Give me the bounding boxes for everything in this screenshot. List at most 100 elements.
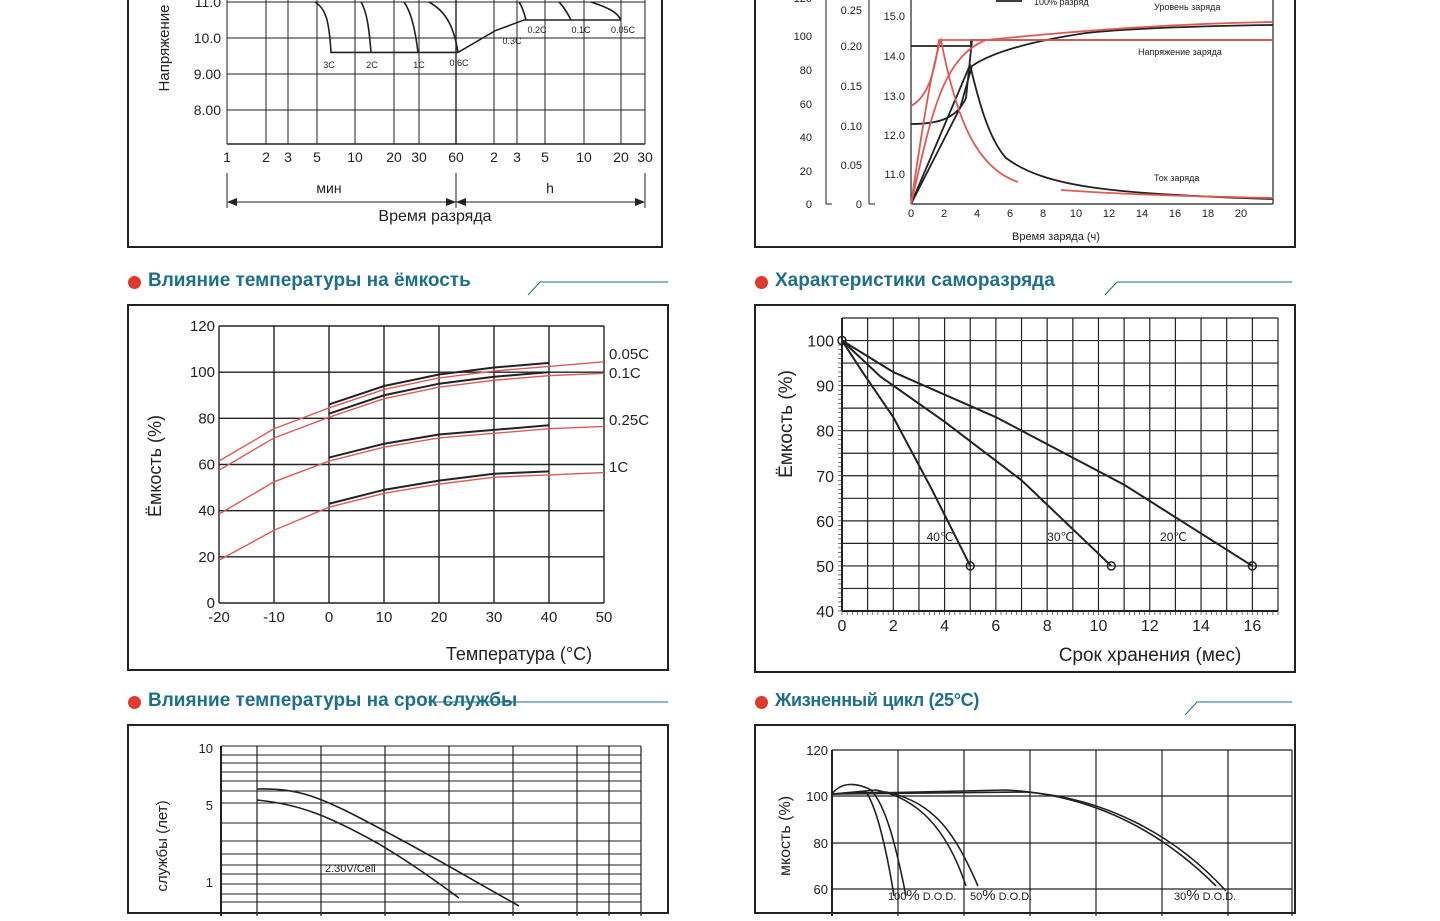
x-tick-label: 4 xyxy=(974,208,980,220)
arrow-head xyxy=(446,198,456,206)
series-line xyxy=(328,371,550,415)
legend-label: 100% разряд xyxy=(1034,0,1089,7)
y-tick-label: 60 xyxy=(814,882,828,897)
series-line xyxy=(328,470,550,505)
x-tick-label: 20 xyxy=(613,149,629,165)
x-tick-label: 10 xyxy=(347,149,363,165)
x-tick-label: 6 xyxy=(991,618,1000,635)
dod-unit: % xyxy=(906,887,919,904)
x-tick-label: 14 xyxy=(1192,618,1210,635)
y-axis-label: службы (лет) xyxy=(154,800,171,891)
x-tick-label: -10 xyxy=(263,609,285,626)
series-label: 1C xyxy=(413,60,425,70)
x-tick-label: 2 xyxy=(941,208,947,220)
x-tick-label: 8 xyxy=(1043,618,1052,635)
section-heading-self-discharge: Характеристики саморазряда xyxy=(755,270,1292,296)
bullet-dot xyxy=(128,276,141,289)
self-discharge-chart: 0 2 4 6 8 10 12 14 16 100 90 80 70 60 50 40 Ёмкость (%) С… xyxy=(776,317,1279,666)
y-tick-label: 12.0 xyxy=(884,130,905,142)
y-tick-label: 100 xyxy=(794,31,812,43)
x-tick-label: 6 xyxy=(1007,208,1013,220)
series-label: 40℃ xyxy=(927,530,954,544)
series-label: 3C xyxy=(323,60,335,70)
x-tick-label: 50 xyxy=(596,609,613,626)
series-line xyxy=(428,1,459,53)
cycle-curve xyxy=(831,789,967,887)
charge-chart-panel: 0 2 4 6 8 10 12 14 16 18 20 Время заряда (ч) 120 100 8… xyxy=(754,0,1296,248)
x-range-label: h xyxy=(546,180,554,196)
y-tick-label: 0.10 xyxy=(841,121,862,133)
y-tick-label: 120 xyxy=(806,743,828,758)
x-tick-label: 20 xyxy=(1235,208,1247,220)
annotation: Ток заряда xyxy=(1154,173,1199,183)
charge-level-red xyxy=(910,21,1274,205)
x-tick-label: 3 xyxy=(513,149,521,165)
discharge-chart-panel: 1 2 3 5 10 20 30 60 2 3 5 10 20 30 11.0 10.0 9.00 8.00 Нап… xyxy=(127,0,663,248)
series-line-red xyxy=(218,361,605,462)
y-tick-label: 0 xyxy=(806,199,812,211)
y-tick-label: 50 xyxy=(816,559,834,576)
series-line-red xyxy=(218,372,605,471)
arrow-head xyxy=(635,198,645,206)
cycle-life-chart: 120 100 80 60 мкость (%) 100% D.O.D. 50% D.O.D. 3… xyxy=(777,743,1293,916)
self-discharge-chart-panel: 0 2 4 6 8 10 12 14 16 100 90 80 70 60 50 40 Ёмкость (%) С… xyxy=(754,304,1296,673)
dod-text: D.O.D. xyxy=(999,891,1033,903)
x-tick-label: 10 xyxy=(376,609,393,626)
x-tick-label: 14 xyxy=(1136,208,1148,220)
y-axis-label: Ёмкость (%) xyxy=(776,370,797,478)
x-axis-label: Время заряда (ч) xyxy=(1012,231,1100,243)
y-tick-label: 120 xyxy=(190,318,215,335)
x-axis-label: Срок хранения (мес) xyxy=(1059,645,1242,666)
y-tick-label: 70 xyxy=(816,469,834,486)
x-tick-label: 3 xyxy=(284,149,292,165)
section-title: Характеристики саморазряда xyxy=(775,270,1055,291)
x-tick-label: 8 xyxy=(1040,208,1046,220)
series-line xyxy=(558,1,572,21)
y-tick-label: 15.0 xyxy=(884,11,905,23)
y-tick-label: 60 xyxy=(816,514,834,531)
series-line-red xyxy=(218,471,605,561)
cycle-curve xyxy=(831,791,895,897)
charge-current-red-tail xyxy=(1060,189,1274,199)
x-tick-label: 5 xyxy=(541,149,549,165)
charge-chart: 0 2 4 6 8 10 12 14 16 18 20 Время заряда (ч) 120 100 8… xyxy=(794,0,1274,243)
bullet-dot xyxy=(755,276,768,289)
y-tick-label: 0 xyxy=(856,199,862,211)
y-tick-label: 5 xyxy=(206,798,213,813)
y-tick-label: 14.0 xyxy=(884,51,905,63)
x-tick-label: 60 xyxy=(448,149,464,165)
discharge-chart: 1 2 3 5 10 20 30 60 2 3 5 10 20 3011.010.09.008.00Нап… xyxy=(156,0,653,225)
y-tick-label: 80 xyxy=(816,424,834,441)
cycle-curve xyxy=(831,791,1227,892)
x-tick-label: 18 xyxy=(1202,208,1214,220)
y-tick-label: 1 xyxy=(206,875,213,890)
series-label: 0.1C xyxy=(571,25,591,35)
series-line xyxy=(841,339,972,567)
temp-life-chart-panel: 10 5 1 службы (лет) 2.30V/Cell xyxy=(127,724,669,916)
series-line xyxy=(518,1,527,21)
dod-percent: 100 xyxy=(888,891,906,903)
dod-unit: % xyxy=(982,887,995,904)
y-tick-label: 11.0 xyxy=(195,0,221,10)
y-tick-label: 60 xyxy=(800,99,812,111)
x-tick-label: 30 xyxy=(637,149,653,165)
y-tick-label: 100 xyxy=(807,334,834,351)
y-tick-label: 40 xyxy=(800,132,812,144)
series-label: 0.6C xyxy=(449,58,469,68)
x-tick-label: 2 xyxy=(490,149,498,165)
series-label: 20℃ xyxy=(1160,530,1187,544)
cycle-curve xyxy=(831,783,907,897)
x-tick-label: 0 xyxy=(838,618,847,635)
series-label: 0.05C xyxy=(609,346,649,363)
section-heading-temp-life: Влияние температуры на срок службы xyxy=(128,690,668,714)
x-axis-label: Время разряда xyxy=(378,208,491,225)
x-tick-label: 10 xyxy=(1090,618,1108,635)
end-marker xyxy=(1106,561,1117,571)
series-line xyxy=(328,424,550,459)
x-tick-label: -20 xyxy=(208,609,230,626)
annotation: Напряжение заряда xyxy=(1138,47,1222,57)
series-line xyxy=(360,1,372,53)
section-title: Влияние температуры на ёмкость xyxy=(148,270,471,291)
y-tick-label: 40 xyxy=(816,604,834,621)
charge-current-curve xyxy=(910,62,1274,205)
